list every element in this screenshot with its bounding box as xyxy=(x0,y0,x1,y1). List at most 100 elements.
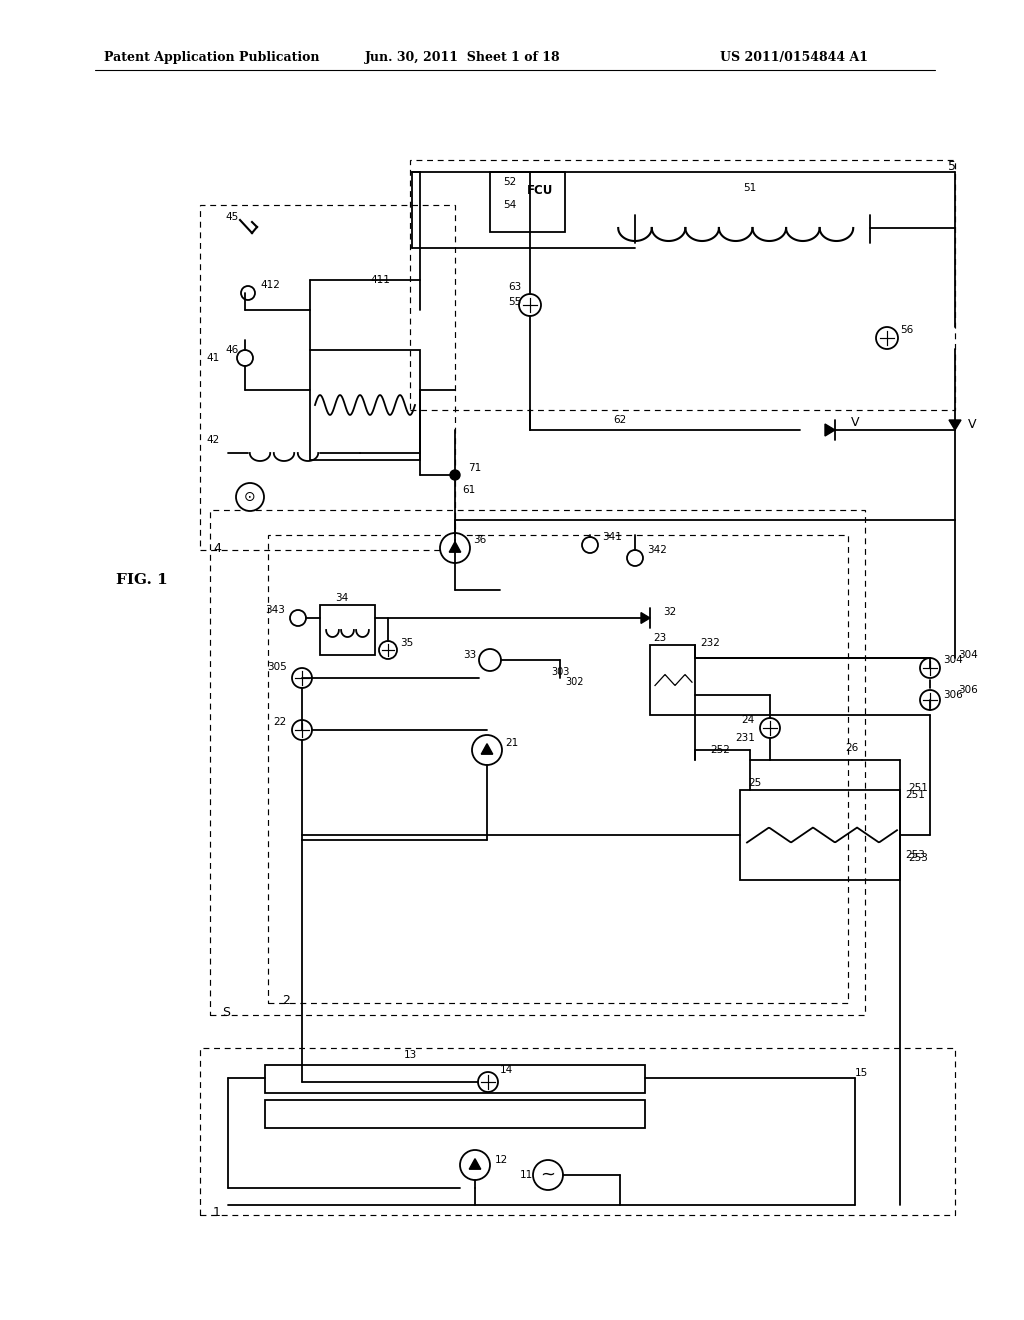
Text: US 2011/0154844 A1: US 2011/0154844 A1 xyxy=(720,50,868,63)
Text: 304: 304 xyxy=(943,655,963,665)
Text: V: V xyxy=(968,418,977,432)
Circle shape xyxy=(582,537,598,553)
Circle shape xyxy=(627,550,643,566)
Text: 22: 22 xyxy=(273,717,287,727)
Text: 253: 253 xyxy=(905,850,925,861)
Text: Patent Application Publication: Patent Application Publication xyxy=(104,50,319,63)
Polygon shape xyxy=(450,541,461,552)
Text: 42: 42 xyxy=(207,436,219,445)
Text: 302: 302 xyxy=(565,677,585,686)
Text: FCU: FCU xyxy=(526,183,553,197)
Bar xyxy=(740,789,900,880)
Text: 306: 306 xyxy=(958,685,978,696)
Text: 61: 61 xyxy=(462,484,475,495)
Text: 62: 62 xyxy=(613,414,627,425)
Polygon shape xyxy=(469,1159,481,1170)
Text: 12: 12 xyxy=(495,1155,508,1166)
Text: 341: 341 xyxy=(602,532,622,543)
Circle shape xyxy=(876,327,898,348)
Text: 15: 15 xyxy=(855,1068,868,1078)
Text: 52: 52 xyxy=(503,177,516,187)
Text: FIG. 1: FIG. 1 xyxy=(116,573,168,587)
Circle shape xyxy=(478,1072,498,1092)
Circle shape xyxy=(379,642,397,659)
Circle shape xyxy=(479,649,501,671)
Circle shape xyxy=(450,470,460,480)
Text: 2: 2 xyxy=(282,994,290,1006)
Text: 251: 251 xyxy=(908,783,928,793)
Text: 41: 41 xyxy=(207,352,219,363)
Polygon shape xyxy=(481,743,493,754)
Text: 253: 253 xyxy=(908,853,928,863)
Text: 1: 1 xyxy=(213,1205,221,1218)
Circle shape xyxy=(241,286,255,300)
Text: 63: 63 xyxy=(508,282,521,292)
Text: 54: 54 xyxy=(503,201,516,210)
Text: 4: 4 xyxy=(213,541,221,554)
Bar xyxy=(210,510,865,1015)
Text: 36: 36 xyxy=(473,535,486,545)
Polygon shape xyxy=(641,612,650,623)
Text: 11: 11 xyxy=(520,1170,534,1180)
Bar xyxy=(319,605,375,655)
Text: V: V xyxy=(851,417,859,429)
Bar xyxy=(200,1048,955,1214)
Text: 251: 251 xyxy=(905,789,925,800)
Circle shape xyxy=(760,718,780,738)
Text: ~: ~ xyxy=(541,1166,555,1184)
Text: 32: 32 xyxy=(663,607,676,616)
Text: 231: 231 xyxy=(735,733,755,743)
Circle shape xyxy=(920,657,940,678)
Bar xyxy=(268,535,848,1003)
Bar xyxy=(650,645,695,715)
Bar xyxy=(265,1065,645,1093)
Text: 34: 34 xyxy=(336,593,348,603)
Circle shape xyxy=(440,533,470,564)
Text: 303: 303 xyxy=(551,667,569,677)
Text: 46: 46 xyxy=(225,345,239,355)
Circle shape xyxy=(292,668,312,688)
Text: 342: 342 xyxy=(647,545,667,554)
Text: 412: 412 xyxy=(260,280,280,290)
Text: S: S xyxy=(222,1006,230,1019)
Text: Jun. 30, 2011  Sheet 1 of 18: Jun. 30, 2011 Sheet 1 of 18 xyxy=(365,50,560,63)
Polygon shape xyxy=(949,420,961,430)
Text: 411: 411 xyxy=(370,275,390,285)
Circle shape xyxy=(519,294,541,315)
Circle shape xyxy=(920,690,940,710)
Bar xyxy=(200,205,455,550)
Text: 304: 304 xyxy=(958,649,978,660)
Circle shape xyxy=(292,719,312,741)
Text: 33: 33 xyxy=(463,649,476,660)
Polygon shape xyxy=(825,424,835,436)
Text: 25: 25 xyxy=(749,777,762,788)
Circle shape xyxy=(290,610,306,626)
Bar xyxy=(265,1100,645,1129)
Circle shape xyxy=(460,1150,490,1180)
Text: 5: 5 xyxy=(948,161,956,173)
Text: 51: 51 xyxy=(743,183,757,193)
Text: 252: 252 xyxy=(710,744,730,755)
Bar xyxy=(490,172,565,232)
Text: 13: 13 xyxy=(403,1049,417,1060)
Text: 14: 14 xyxy=(500,1065,513,1074)
Text: 343: 343 xyxy=(265,605,285,615)
Text: 23: 23 xyxy=(653,634,667,643)
Text: 21: 21 xyxy=(505,738,518,748)
Bar xyxy=(310,350,420,459)
Text: 56: 56 xyxy=(900,325,913,335)
Circle shape xyxy=(534,1160,563,1191)
Text: 26: 26 xyxy=(845,743,858,752)
Text: 35: 35 xyxy=(400,638,414,648)
Text: 232: 232 xyxy=(700,638,720,648)
Text: 71: 71 xyxy=(468,463,481,473)
Text: 306: 306 xyxy=(943,690,963,700)
Text: 55: 55 xyxy=(508,297,521,308)
Text: 24: 24 xyxy=(741,715,755,725)
Text: 305: 305 xyxy=(267,663,287,672)
Circle shape xyxy=(236,483,264,511)
Circle shape xyxy=(237,350,253,366)
Text: 45: 45 xyxy=(225,213,239,222)
Circle shape xyxy=(472,735,502,766)
Bar xyxy=(410,160,955,411)
